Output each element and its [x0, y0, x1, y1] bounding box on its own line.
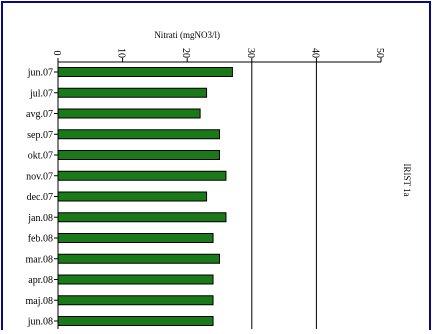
- bar-dec.07: [57, 191, 208, 202]
- gridlines: [251, 62, 317, 329]
- x-tick-label-10: 10: [116, 48, 127, 58]
- x-tick-label-20: 20: [180, 48, 191, 58]
- y-tick-label-sep.07: sep.07: [27, 130, 53, 141]
- y-tick-label-avg.07: avg.07: [26, 109, 53, 120]
- bar-nov.07: [57, 170, 227, 181]
- y-tick-label-nov.07: nov.07: [26, 171, 53, 182]
- x-tick-label-40: 40: [309, 48, 320, 58]
- bar-maj.08: [57, 295, 214, 306]
- chart-frame: [1, 1, 431, 330]
- x-tick-label-30: 30: [245, 48, 256, 58]
- x-tick-label-0: 0: [51, 51, 62, 56]
- series-label: IRIST 1a: [402, 163, 412, 196]
- bar-jul.07: [57, 87, 208, 98]
- y-tick-label-jul.07: jul.07: [29, 88, 53, 99]
- x-tick-label-50: 50: [374, 48, 385, 58]
- x-axis-ticks: 0 10 20 30 40 50: [51, 48, 385, 62]
- bar-jun.07: [57, 67, 233, 77]
- y-axis-ticks: jun.07 jul.07 avg.07 sep.07 okt.07 nov.07 dec.…: [26, 68, 58, 328]
- bar-feb.08: [57, 233, 214, 243]
- axes: [57, 61, 381, 329]
- bar-apr.08: [57, 274, 214, 285]
- y-tick-label-maj.08: maj.08: [26, 296, 54, 307]
- x-axis-title: Nitrati (mgNO3/l): [154, 30, 220, 40]
- y-tick-label-jun.08: jun.08: [27, 317, 53, 328]
- y-tick-label-okt.07: okt.07: [28, 151, 53, 162]
- bar-sep.07: [57, 129, 220, 140]
- bar-mar.08: [57, 253, 220, 264]
- bar-okt.07: [57, 150, 220, 160]
- bar-avg.07: [57, 108, 201, 119]
- y-tick-label-dec.07: dec.07: [27, 192, 53, 203]
- y-tick-label-apr.08: apr.08: [28, 275, 53, 286]
- y-tick-label-jan.08: jan.08: [27, 213, 53, 224]
- bar-jan.08: [57, 212, 227, 223]
- bar-series: [57, 67, 233, 326]
- bar-jun.08: [57, 316, 214, 326]
- y-tick-label-jun.07: jun.07: [27, 68, 53, 79]
- y-tick-label-feb.08: feb.08: [28, 234, 53, 245]
- y-tick-label-mar.08: mar.08: [26, 254, 54, 265]
